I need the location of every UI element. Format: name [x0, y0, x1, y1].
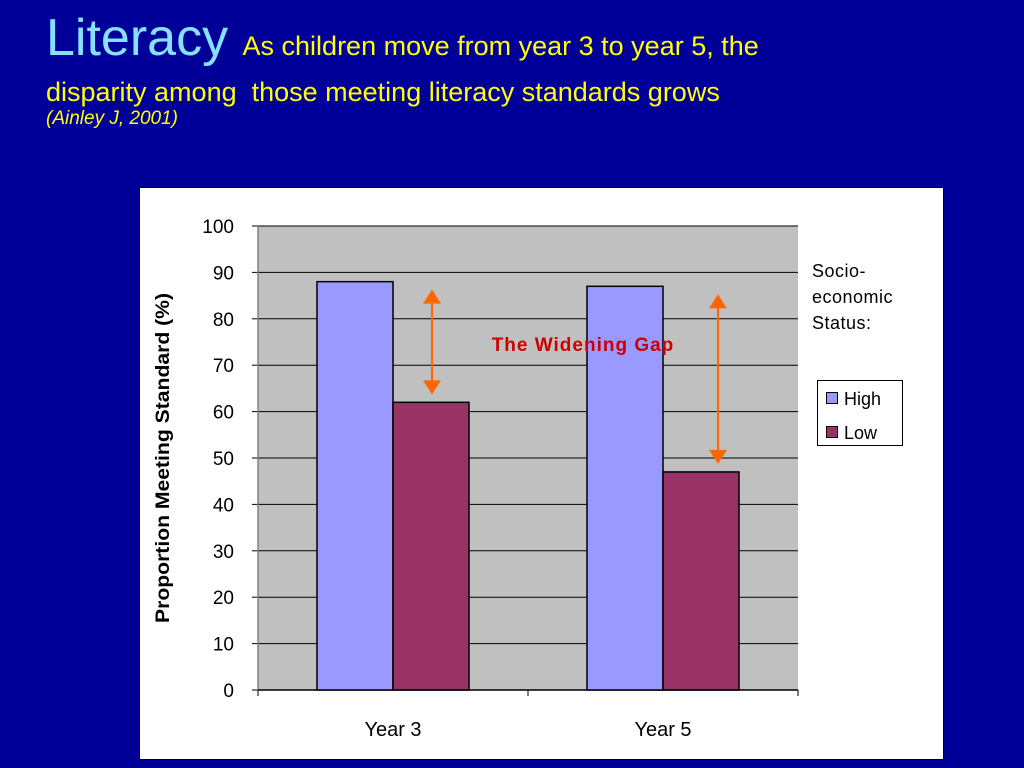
- y-tick-label: 60: [213, 403, 234, 424]
- y-tick-label: 50: [213, 449, 234, 470]
- chart-panel: 0 10 20 30 40 50 60 70 80 90 100 Year 3 Year 5 Propor…: [139, 187, 944, 760]
- legend: High Low: [817, 380, 903, 446]
- bar-high: [316, 280, 394, 691]
- bar-low: [662, 471, 740, 691]
- legend-title-line: economic: [812, 287, 894, 307]
- legend-item-high: High: [826, 389, 881, 409]
- citation: (Ainley J, 2001): [46, 108, 179, 129]
- slide-header: Literacy As children move from year 3 to…: [46, 6, 1006, 131]
- legend-label-low: Low: [844, 423, 878, 443]
- bar-chart: 0 10 20 30 40 50 60 70 80 90 100 Year 3 Year 5 Propor…: [153, 217, 799, 741]
- bar-low: [392, 401, 470, 691]
- y-tick-label: 90: [213, 263, 234, 284]
- y-axis-title: Proportion Meeting Standard (%): [153, 293, 174, 623]
- x-tick-label: Year 3: [364, 719, 421, 741]
- legend-label-high: High: [844, 389, 882, 409]
- slide-subtitle-line2: disparity among those meeting literacy s…: [46, 77, 720, 107]
- gap-arrow-head-up: [709, 294, 727, 309]
- gap-arrow-head-down: [709, 449, 727, 464]
- y-tick-label: 40: [213, 495, 234, 516]
- annotation-widening-gap: The Widening Gap: [492, 335, 675, 356]
- slide-title: Literacy: [46, 9, 229, 67]
- y-tick-label: 80: [213, 310, 234, 331]
- legend-swatch-low: [826, 426, 838, 438]
- slide-subtitle-line1: As children move from year 3 to year 5, …: [242, 31, 759, 61]
- legend-title-line: Status:: [812, 313, 872, 333]
- legend-title-line: Socio-: [812, 261, 867, 281]
- y-tick-label: 10: [213, 635, 234, 656]
- legend-swatch-high: [826, 392, 838, 404]
- y-tick-label: 30: [213, 542, 234, 563]
- x-tick-label: Year 5: [634, 719, 691, 741]
- legend-title: Socio- economic Status:: [812, 258, 932, 336]
- gap-arrow-head-up: [423, 289, 441, 304]
- y-tick-label: 100: [202, 217, 234, 238]
- legend-item-low: Low: [826, 423, 877, 443]
- title-line: Literacy As children move from year 3 to…: [46, 6, 1006, 83]
- y-tick-label: 70: [213, 356, 234, 377]
- y-tick-label: 0: [223, 681, 234, 702]
- y-tick-label: 20: [213, 588, 234, 609]
- bar-high: [586, 285, 664, 691]
- gap-arrow-head-down: [423, 380, 441, 395]
